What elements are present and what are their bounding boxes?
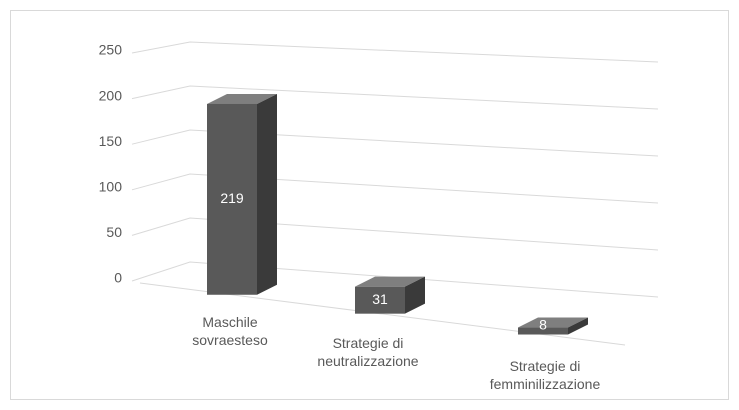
data-label: 8: [539, 316, 547, 332]
x-tick-label: Strategie di femminilizzazione: [490, 358, 601, 392]
bar: [207, 103, 257, 295]
data-label: 219: [220, 190, 244, 206]
y-tick-label: 200: [99, 87, 123, 103]
grid-line: [131, 129, 659, 157]
bar-side: [257, 93, 277, 295]
y-tick-label: 100: [99, 179, 123, 195]
bar-top: [207, 93, 277, 104]
y-tick-label: 0: [114, 270, 122, 286]
bar: [355, 286, 405, 314]
data-label: 31: [372, 291, 388, 307]
bar-side: [405, 276, 425, 314]
y-tick-label: 50: [106, 224, 122, 240]
grid-line: [131, 261, 659, 298]
grid-line: [131, 217, 659, 251]
chart-frame: [10, 10, 729, 400]
grid-line: [131, 85, 659, 110]
y-tick-label: 250: [99, 42, 123, 58]
x-tick-label: Maschile sovraesteso: [192, 314, 268, 348]
bar-top: [518, 317, 588, 328]
bar-side: [568, 317, 588, 335]
grid-line: [131, 41, 659, 63]
x-tick-label: Strategie di neutralizzazione: [317, 335, 418, 369]
y-tick-label: 150: [99, 133, 123, 149]
bar: [518, 327, 568, 335]
grid-line: [131, 173, 659, 204]
bar-top: [355, 276, 425, 287]
